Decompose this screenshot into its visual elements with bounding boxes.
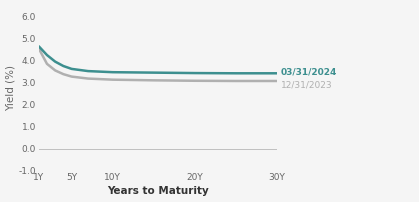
X-axis label: Years to Maturity: Years to Maturity [107,186,209,196]
Text: 12/31/2023: 12/31/2023 [280,80,332,89]
Text: 03/31/2024: 03/31/2024 [280,67,337,76]
Y-axis label: Yield (%): Yield (%) [5,65,16,111]
